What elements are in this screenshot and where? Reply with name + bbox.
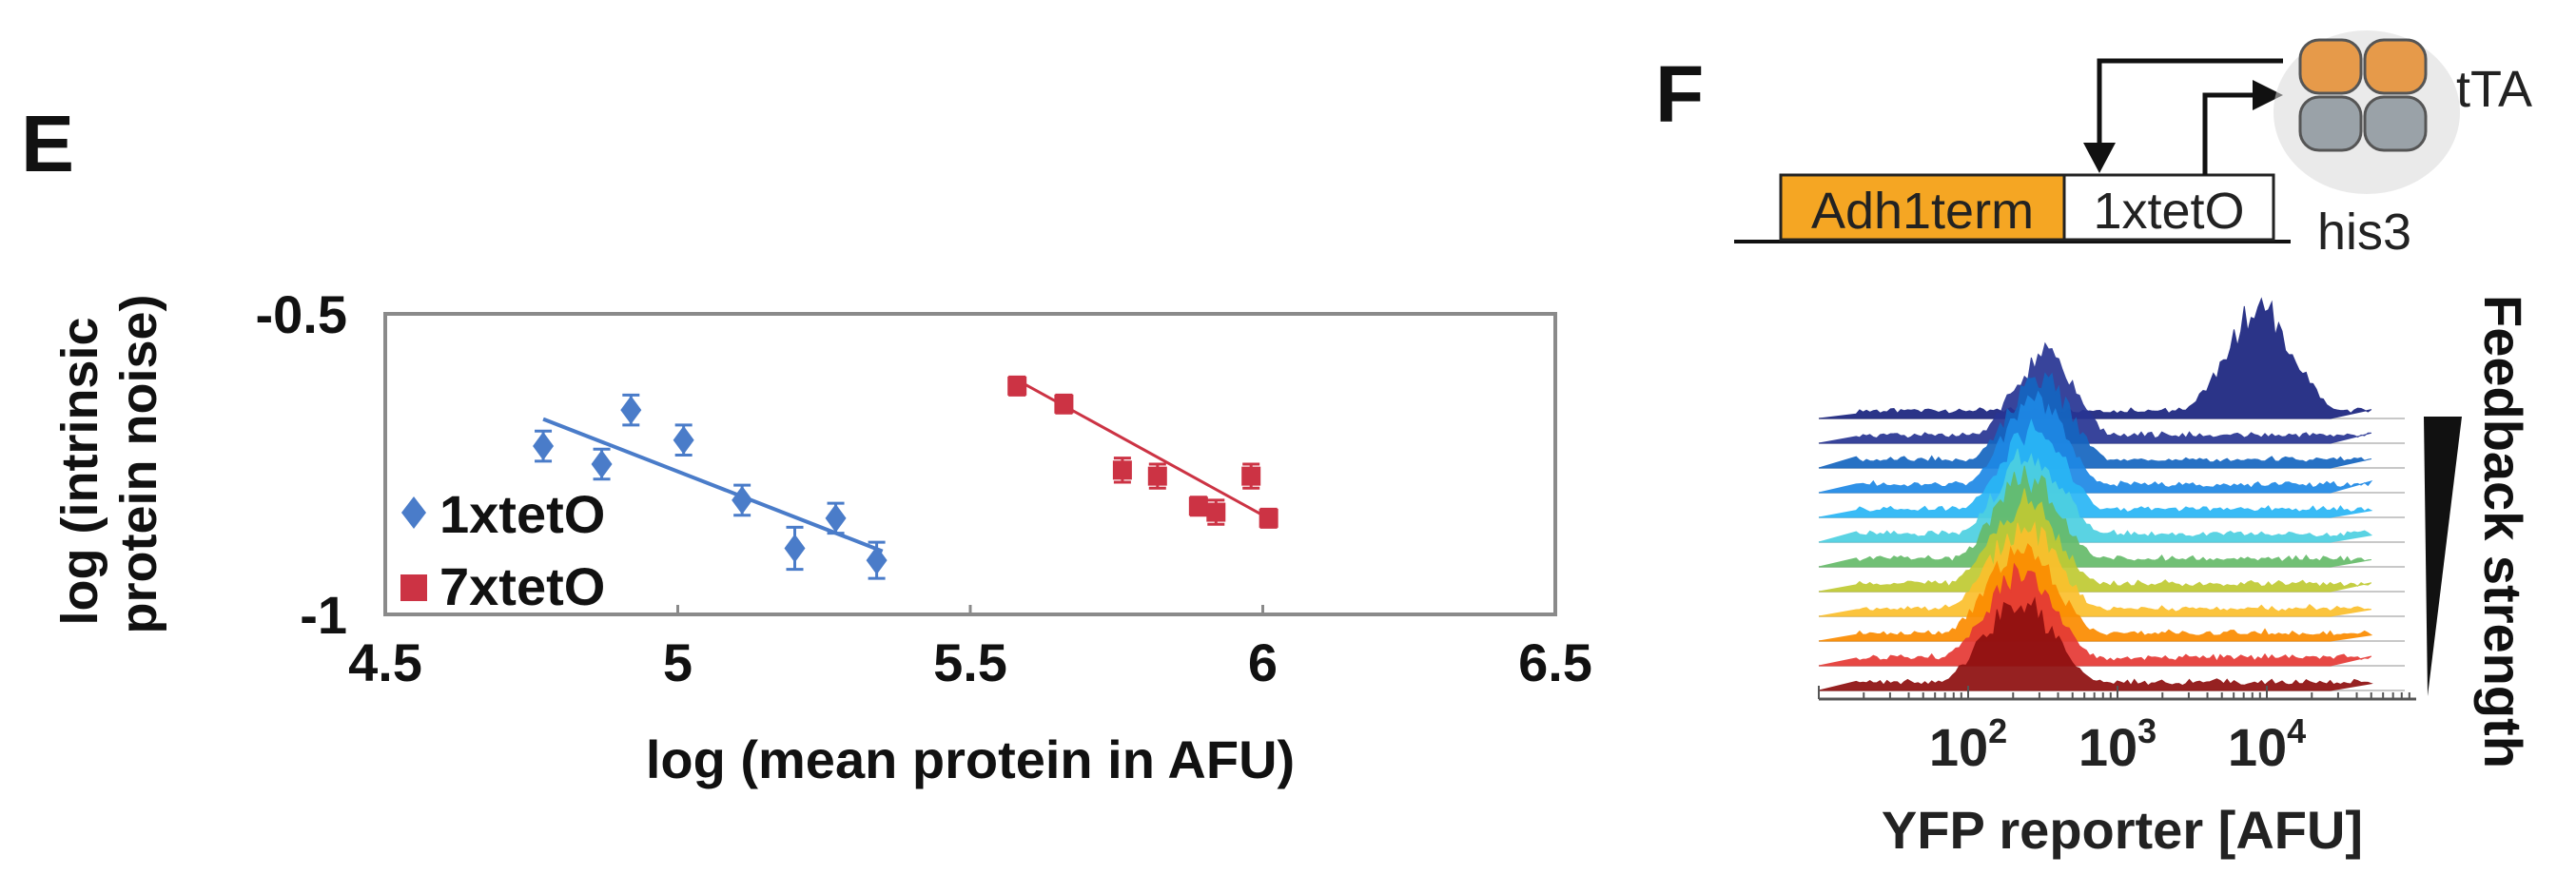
x-tick-label: 5	[663, 632, 693, 692]
series-7xtetO-point	[1206, 502, 1226, 522]
series-1xtetO-point	[866, 546, 888, 575]
y-tick-label: -1	[300, 585, 347, 645]
tick-base: 10	[2228, 717, 2287, 777]
chart-f-x-axis-label: YFP reporter [AFU]	[1882, 800, 2363, 860]
series-1xtetO-point	[533, 432, 555, 461]
chart-e-y-axis-label-line2: protein noise)	[110, 294, 167, 633]
legend-label-1xtetO: 1xtetO	[439, 484, 605, 544]
x-tick-label: 6.5	[1518, 632, 1592, 692]
ridge-5	[1818, 418, 2373, 518]
legend-square-marker	[400, 574, 427, 601]
ridge-6	[1818, 448, 2373, 543]
ridge-1	[1818, 297, 2372, 419]
y-tick-label: -0.5	[256, 284, 348, 344]
series-7xtetO-point	[1112, 460, 1132, 480]
ridge-9	[1818, 521, 2371, 617]
feedback-arrowhead-icon	[2083, 143, 2116, 173]
legend-diamond-marker	[401, 496, 426, 529]
series-7xtetO-point	[1147, 466, 1167, 486]
tick-exponent: 4	[2287, 711, 2306, 750]
adh1term-box	[1779, 173, 2066, 242]
his3-label: his3	[2317, 204, 2411, 261]
chart-f-minor-ticks	[1818, 686, 2410, 699]
series-7xtetO-point	[1007, 376, 1027, 396]
tta-subunit	[2298, 38, 2363, 95]
x-tick-label: 6	[1248, 632, 1278, 692]
tta-subunit	[2363, 38, 2428, 95]
tet-operator-box	[2062, 173, 2275, 242]
ridge-8	[1818, 488, 2372, 593]
series-1xtetO-point	[591, 450, 613, 478]
x-tick-label: 102	[1929, 711, 2007, 777]
legend-label-7xtetO: 7xtetO	[439, 556, 605, 616]
chart-e-points	[533, 376, 1278, 575]
series-1xtetO-fit-line	[542, 417, 884, 554]
ridge-7	[1818, 465, 2371, 568]
tta-subunit	[2363, 95, 2428, 152]
chart-f-x-ticks: 102 103 104	[1929, 711, 2306, 777]
chart-e-legend: 1xtetO 7xtetO	[400, 484, 605, 616]
chart-e-x-ticks: 4.5 5 5.5 6 6.5	[348, 605, 1592, 692]
ridge-2	[1818, 341, 2372, 444]
transcription-arrowhead-icon	[2253, 80, 2283, 110]
chart-e-x-axis-label: log (mean protein in AFU)	[646, 729, 1295, 789]
x-tick-label: 4.5	[348, 632, 422, 692]
series-7xtetO-point	[1188, 496, 1208, 516]
tta-label: tTA	[2456, 61, 2532, 118]
chart-e-y-axis-label-line1: log (intrinsic	[51, 318, 108, 626]
chart-f-y-axis-label: Feedback strength	[2473, 295, 2533, 768]
series-1xtetO-point	[784, 534, 806, 563]
tta-subunit	[2298, 95, 2363, 152]
tta-protein-icon	[2274, 30, 2460, 194]
legend-item-7xtetO: 7xtetO	[400, 556, 605, 616]
adh1term-label: Adh1term	[1811, 183, 2034, 240]
chart-e: 4.5 5 5.5 6 6.5 -0.5 -1 log (mean protein in …	[51, 284, 1592, 789]
series-7xtetO-fit-line	[1016, 379, 1264, 517]
ridge-12	[1818, 596, 2373, 691]
circuit-diagram: Adh1term 1xtetO his3 tTA	[1734, 30, 2532, 261]
tick-exponent: 3	[2137, 711, 2156, 750]
x-tick-label: 104	[2228, 711, 2306, 777]
chart-e-y-axis-label: log (intrinsic protein noise)	[51, 294, 167, 633]
series-1xtetO-point	[620, 396, 642, 425]
series-1xtetO-point	[825, 503, 847, 533]
series-7xtetO-point	[1259, 508, 1278, 528]
tick-base: 10	[2078, 717, 2137, 777]
panel-f-label: F	[1655, 49, 1704, 139]
ridge-10	[1818, 543, 2373, 642]
ridge-3	[1818, 372, 2372, 469]
ridge-4	[1818, 390, 2373, 494]
series-7xtetO-point	[1241, 466, 1261, 486]
series-7xtetO-point	[1054, 394, 1074, 414]
series-1xtetO-point	[673, 425, 694, 455]
transcription-arrow-icon	[2202, 92, 2254, 175]
legend-item-1xtetO: 1xtetO	[401, 484, 605, 544]
chart-f-ridges	[1818, 297, 2405, 691]
chart-e-fit-lines	[542, 379, 1264, 554]
chart-e-y-ticks: -0.5 -1	[256, 284, 348, 645]
series-1xtetO-point	[732, 485, 753, 515]
x-tick-label: 103	[2078, 711, 2156, 777]
panel-e-label: E	[21, 99, 74, 188]
tick-exponent: 2	[1988, 711, 2007, 750]
feedback-strength-wedge-icon	[2424, 417, 2462, 696]
x-tick-label: 5.5	[933, 632, 1007, 692]
tick-base: 10	[1929, 717, 1988, 777]
feedback-arrow-icon	[2097, 58, 2283, 152]
tet-operator-label: 1xtetO	[2093, 183, 2244, 240]
ridge-11	[1818, 562, 2372, 667]
chart-f: 102 103 104 YFP reporter [AFU] Feedback st…	[1818, 295, 2533, 860]
